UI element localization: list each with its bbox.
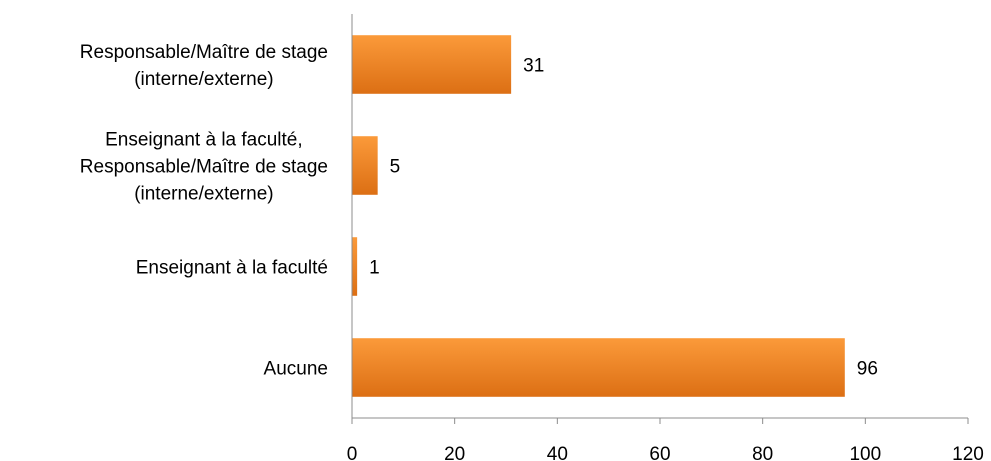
bar-1: [352, 136, 378, 195]
x-axis-ticks: [351, 418, 969, 424]
data-label-1: 5: [390, 157, 401, 178]
category-label-2-line-0: Enseignant à la faculté: [136, 258, 328, 279]
bar-2: [352, 237, 358, 296]
category-label-0-line-0: Responsable/Maître de stage: [80, 42, 328, 63]
x-tick-label-0: 0: [347, 444, 358, 461]
category-labels: Responsable/Maître de stage (interne/exte…: [80, 42, 328, 380]
bars-group: [352, 35, 845, 397]
x-tick-label-5: 100: [849, 444, 881, 461]
x-tick-label-6: 120: [952, 444, 984, 461]
category-label-0-line-1: (interne/externe): [134, 69, 273, 90]
x-tick-label-4: 80: [752, 444, 773, 461]
category-label-1-line-2: (interne/externe): [134, 184, 273, 205]
x-tick-labels: 0 20 40 60 80 100 120: [347, 444, 984, 461]
bar-0: [352, 35, 512, 94]
category-label-3-line-0: Aucune: [264, 359, 328, 380]
x-tick-label-3: 60: [649, 444, 670, 461]
category-label-1-line-0: Enseignant à la faculté,: [105, 130, 303, 151]
x-tick-label-2: 40: [547, 444, 568, 461]
data-labels: 31 5 1 96: [369, 56, 878, 380]
data-label-0: 31: [523, 56, 544, 77]
data-label-3: 96: [857, 359, 878, 380]
x-tick-label-1: 20: [444, 444, 465, 461]
category-label-1-line-1: Responsable/Maître de stage: [80, 157, 328, 178]
data-label-2: 1: [369, 258, 380, 279]
bar-3: [352, 338, 845, 397]
